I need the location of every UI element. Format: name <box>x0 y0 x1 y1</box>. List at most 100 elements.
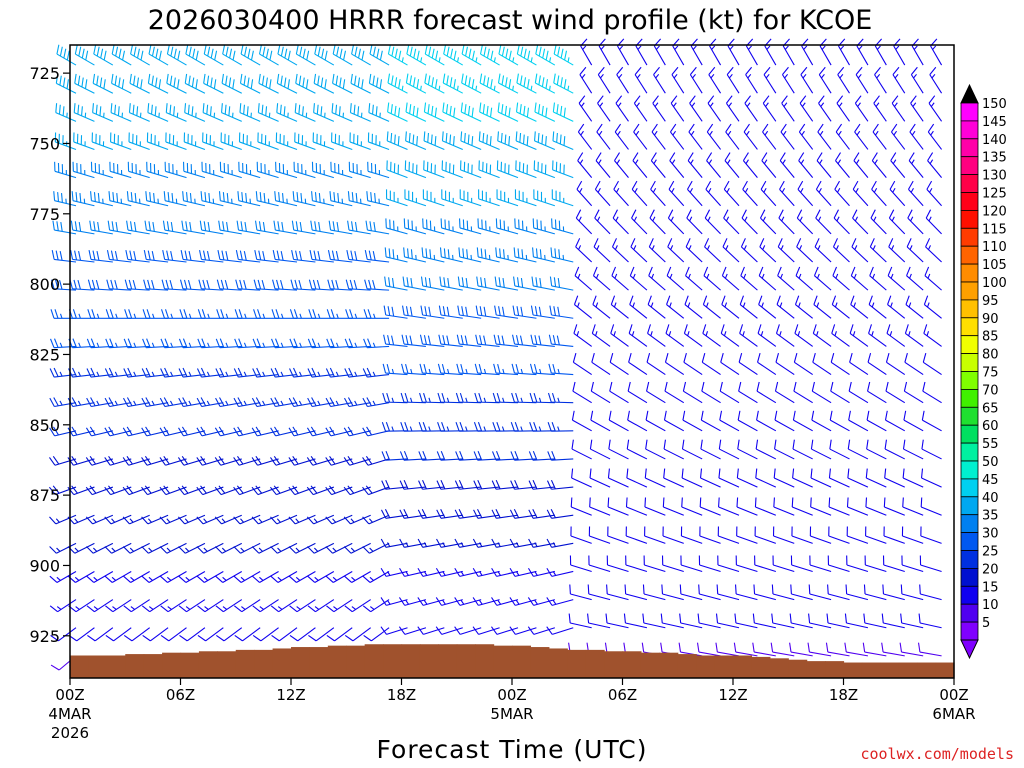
barb-flag <box>510 451 515 461</box>
barb-flag <box>343 486 351 495</box>
barb-flag <box>307 575 316 583</box>
wind-barb <box>252 570 279 583</box>
barb-flag <box>549 276 553 287</box>
barb-staff <box>745 45 758 66</box>
barb-flag <box>262 46 266 57</box>
barb-half-flag <box>723 331 727 336</box>
barb-flag <box>178 605 187 613</box>
wind-barb <box>868 295 887 319</box>
barb-flag <box>326 309 331 319</box>
barb-flag <box>486 105 489 116</box>
wind-barb <box>307 570 335 583</box>
wind-barb <box>343 514 371 525</box>
wind-barb <box>419 392 445 404</box>
barb-staff <box>405 111 427 122</box>
barb-half-flag <box>185 576 190 581</box>
colorbar-swatch <box>960 406 979 426</box>
barb-staff <box>718 477 740 488</box>
barb-flag <box>178 546 186 554</box>
barb-flag <box>408 132 411 143</box>
barb-flag <box>307 397 313 407</box>
barb-flag <box>133 75 136 86</box>
barb-flag <box>391 75 394 85</box>
barb-flag <box>126 485 134 494</box>
barb-half-flag <box>225 342 229 348</box>
barb-flag <box>162 220 166 231</box>
barb-half-flag <box>207 342 210 348</box>
barb-flag <box>493 363 497 374</box>
barb-flag <box>219 338 225 348</box>
wind-barb <box>251 397 279 408</box>
barb-half-flag <box>170 342 174 348</box>
wind-barb <box>626 468 648 488</box>
barb-staff <box>73 170 95 179</box>
barb-flag <box>58 104 61 115</box>
barb-half-flag <box>800 159 805 165</box>
barb-half-flag <box>111 518 116 523</box>
barb-flag <box>545 79 549 89</box>
barb-half-flag <box>687 331 690 336</box>
wind-barb <box>904 324 924 347</box>
wind-barb <box>311 191 334 207</box>
barb-flag <box>505 48 509 59</box>
wind-barb <box>275 161 298 179</box>
barb-half-flag <box>779 331 782 336</box>
barb-staff <box>479 140 500 150</box>
barb-flag <box>274 367 280 377</box>
barb-flag <box>85 457 93 466</box>
wind-barb <box>164 161 187 179</box>
wind-barb <box>847 439 869 460</box>
barb-flag <box>362 546 370 554</box>
wind-barb <box>515 160 537 179</box>
barb-flag <box>144 456 152 465</box>
wind-barb <box>162 250 187 263</box>
barb-half-flag <box>313 547 319 552</box>
barb-staff <box>906 246 924 263</box>
barb-half-flag <box>277 547 282 552</box>
wind-barb <box>233 426 261 437</box>
barb-staff <box>315 627 335 642</box>
barb-staff <box>700 477 721 488</box>
wind-barb <box>591 324 611 347</box>
barb-staff <box>515 140 537 150</box>
wind-barb <box>885 381 906 404</box>
barb-flag <box>402 276 405 287</box>
barb-half-flag <box>765 102 769 107</box>
wind-barb <box>610 324 629 347</box>
barb-half-flag <box>581 73 586 79</box>
barb-flag <box>203 221 207 231</box>
barb-flag <box>335 280 339 290</box>
barb-staff <box>680 564 703 572</box>
barb-flag <box>158 79 162 89</box>
barb-staff <box>404 627 427 635</box>
barb-staff <box>742 160 758 178</box>
wind-barb <box>400 392 426 404</box>
colorbar-label: 115 <box>982 222 1007 237</box>
wind-barb <box>589 468 611 488</box>
wind-barb <box>49 456 77 466</box>
barb-staff <box>330 229 353 235</box>
barb-staff <box>423 198 445 207</box>
wind-barb <box>665 324 685 347</box>
barb-half-flag <box>520 368 523 374</box>
barb-staff <box>570 564 592 572</box>
barb-flag <box>292 485 299 494</box>
barb-flag <box>206 75 210 86</box>
barb-flag <box>151 280 155 290</box>
barb-flag <box>844 613 847 624</box>
barb-half-flag <box>314 576 319 581</box>
barb-staff <box>665 332 685 347</box>
barb-staff <box>314 53 335 66</box>
barb-flag <box>345 309 350 319</box>
barb-flag <box>472 626 480 635</box>
barb-flag <box>105 634 114 642</box>
wind-barb <box>254 250 279 263</box>
barb-flag <box>329 485 336 494</box>
barb-flag <box>122 457 130 466</box>
barb-staff <box>668 188 685 207</box>
wind-barb <box>235 279 261 291</box>
barb-flag <box>158 50 162 61</box>
wind-barb <box>310 220 334 235</box>
barb-half-flag <box>784 45 789 50</box>
wind-barb <box>124 279 150 291</box>
